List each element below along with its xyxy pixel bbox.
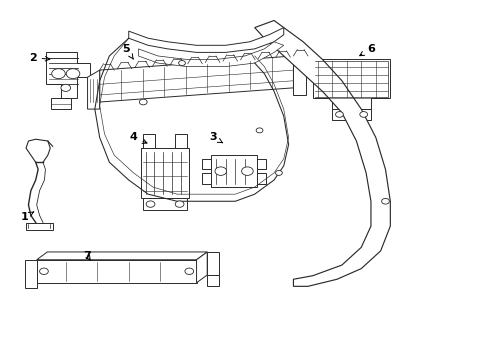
Circle shape	[179, 60, 185, 66]
Circle shape	[382, 198, 390, 204]
Polygon shape	[202, 159, 211, 169]
Text: 3: 3	[210, 132, 222, 143]
Circle shape	[215, 167, 226, 175]
Text: 6: 6	[360, 44, 375, 56]
Circle shape	[336, 112, 343, 117]
Circle shape	[256, 128, 263, 133]
Polygon shape	[143, 134, 155, 148]
Polygon shape	[257, 159, 266, 169]
Polygon shape	[196, 252, 207, 283]
Circle shape	[66, 69, 80, 78]
Polygon shape	[255, 21, 391, 286]
Text: 7: 7	[84, 251, 92, 261]
Circle shape	[40, 268, 49, 274]
Text: 1: 1	[21, 212, 34, 222]
Polygon shape	[141, 148, 189, 198]
Polygon shape	[24, 260, 37, 288]
Polygon shape	[37, 260, 196, 283]
Polygon shape	[51, 99, 71, 109]
Circle shape	[52, 69, 65, 78]
Circle shape	[275, 170, 282, 175]
Circle shape	[242, 167, 253, 175]
Polygon shape	[211, 155, 257, 187]
Polygon shape	[202, 173, 211, 184]
Polygon shape	[332, 109, 371, 120]
Polygon shape	[207, 275, 220, 285]
Circle shape	[175, 201, 184, 207]
Polygon shape	[88, 70, 99, 109]
Polygon shape	[138, 42, 284, 67]
Polygon shape	[207, 252, 220, 275]
Circle shape	[139, 99, 147, 105]
Polygon shape	[294, 56, 306, 95]
Text: 5: 5	[122, 44, 133, 59]
Polygon shape	[99, 56, 294, 102]
Polygon shape	[143, 198, 187, 210]
Polygon shape	[26, 222, 53, 230]
Circle shape	[146, 201, 155, 207]
Polygon shape	[175, 134, 187, 148]
Text: 2: 2	[29, 53, 50, 63]
Circle shape	[61, 84, 71, 91]
Polygon shape	[47, 53, 90, 99]
Polygon shape	[37, 252, 207, 260]
Circle shape	[185, 268, 194, 274]
Polygon shape	[129, 28, 284, 53]
Circle shape	[360, 112, 368, 117]
Text: 4: 4	[130, 132, 147, 143]
Polygon shape	[257, 173, 266, 184]
Polygon shape	[313, 59, 391, 109]
